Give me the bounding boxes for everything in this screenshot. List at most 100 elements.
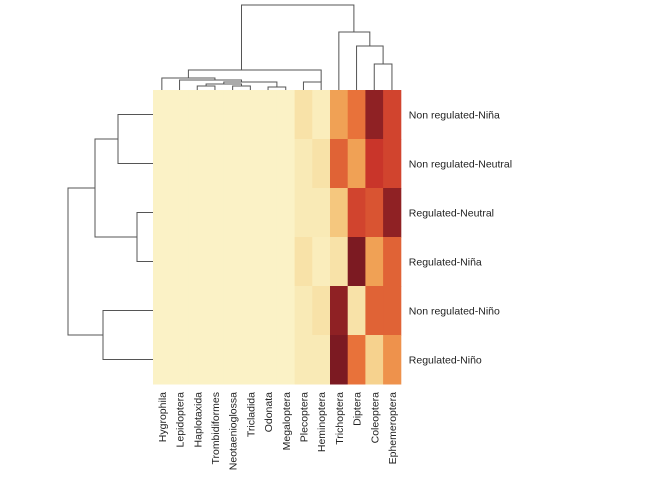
heatmap-cell: [153, 188, 172, 238]
dendrogram-branch: [223, 81, 278, 87]
dendrogram-branch: [267, 86, 287, 90]
heatmap-cell: [206, 237, 225, 287]
heatmap-cell: [241, 139, 260, 189]
column-label: Lepidoptera: [175, 392, 187, 448]
column-label: Hygrophila: [157, 392, 169, 442]
dendrogram-branch: [196, 85, 216, 90]
heatmap-cell: [188, 90, 207, 140]
dendrogram-branch: [117, 114, 153, 164]
heatmap-cell: [312, 188, 331, 238]
heatmap-cell: [365, 188, 384, 238]
heatmap-cell: [294, 139, 313, 189]
dendrogram-branch: [232, 85, 251, 90]
dendrogram-branch: [102, 310, 153, 360]
column-label: Tricladida: [245, 392, 257, 437]
heatmap-cell: [347, 237, 366, 287]
dendrogram-branch: [338, 31, 371, 90]
dendrogram-branch: [356, 45, 384, 90]
column-label: Ephemeroptera: [387, 392, 399, 465]
heatmap-cell: [276, 335, 296, 385]
row-label: Regulated-Niño: [409, 355, 482, 367]
heatmap-cell: [330, 286, 349, 336]
row-dendrogram: [67, 114, 153, 360]
heatmap-cell: [347, 286, 366, 336]
heatmap-cell: [241, 90, 260, 140]
heatmap-cell: [170, 139, 189, 189]
heatmap-cell: [153, 90, 172, 140]
heatmap-cell: [170, 237, 189, 287]
heatmap-cell: [206, 286, 225, 336]
column-label: Trichoptera: [334, 392, 346, 445]
column-label: Plecoptera: [299, 392, 311, 442]
heatmap-cell: [330, 335, 349, 385]
heatmap-cell: [294, 286, 313, 336]
heatmap-cell: [223, 139, 242, 189]
heatmap-cell: [188, 335, 207, 385]
column-label: Diptera: [352, 392, 364, 426]
heatmap-cell: [383, 139, 402, 189]
heatmap-cell: [365, 286, 384, 336]
heatmap-cell: [241, 188, 260, 238]
column-label: Haplotaxida: [192, 392, 204, 448]
heatmap-cell: [365, 139, 384, 189]
heatmap-cell: [241, 335, 260, 385]
heatmap-cell: [259, 335, 278, 385]
heatmap-cell: [383, 90, 402, 140]
dendrogram-branch: [136, 212, 153, 262]
heatmap-cell: [330, 188, 349, 238]
heatmap-cell: [170, 90, 189, 140]
heatmap-cell: [330, 90, 349, 140]
dendrogram-branch: [179, 79, 242, 90]
heatmap-cell: [188, 139, 207, 189]
heatmap-cell: [153, 237, 172, 287]
heatmap-cell: [294, 90, 313, 140]
heatmap-cell: [223, 188, 242, 238]
heatmap-cell: [330, 237, 349, 287]
heatmap-cell: [276, 90, 296, 140]
heatmap-cell: [206, 90, 225, 140]
heatmap-cell: [312, 139, 331, 189]
heatmap-cell: [153, 139, 172, 189]
column-label: Trombidiformes: [210, 392, 222, 465]
row-label: Regulated-Neutral: [409, 208, 494, 220]
heatmap-cell: [206, 335, 225, 385]
heatmap-cell: [383, 188, 402, 238]
heatmap-cell: [347, 335, 366, 385]
dendrogram-branch: [373, 63, 393, 90]
heatmap-cell: [365, 237, 384, 287]
heatmap-cell: [259, 139, 278, 189]
heatmap-cell: [188, 286, 207, 336]
heatmap-cell: [312, 286, 331, 336]
heatmap-cell: [188, 237, 207, 287]
heatmap-cell: [276, 286, 296, 336]
heatmap-cell: [347, 90, 366, 140]
heatmap-cell: [259, 90, 278, 140]
heatmap-cell: [383, 335, 402, 385]
heatmap-cell: [383, 286, 402, 336]
heatmap-cell: [330, 139, 349, 189]
column-dendrogram: [161, 4, 393, 90]
heatmap-cell: [347, 139, 366, 189]
heatmap-cell: [259, 237, 278, 287]
heatmap-cell: [241, 286, 260, 336]
column-label: Odonata: [263, 392, 275, 432]
dendrogram-branch: [241, 4, 355, 70]
heatmap-cell: [153, 335, 172, 385]
heatmap-cell: [259, 188, 278, 238]
heatmap-cell: [294, 188, 313, 238]
heatmap-cell: [206, 139, 225, 189]
heatmap-cell: [170, 335, 189, 385]
heatmap-cell: [153, 286, 172, 336]
heatmap-cell: [383, 237, 402, 287]
heatmap-cell: [276, 188, 296, 238]
heatmap-cell: [170, 286, 189, 336]
heatmap-cell: [188, 188, 207, 238]
column-label: Coleoptera: [369, 392, 381, 444]
heatmap-cell: [294, 237, 313, 287]
dendrogram-branch: [187, 69, 322, 82]
heatmap-cell: [223, 286, 242, 336]
heatmap-cell: [206, 188, 225, 238]
column-label: Megaloptera: [281, 392, 293, 451]
heatmap-cell: [223, 237, 242, 287]
